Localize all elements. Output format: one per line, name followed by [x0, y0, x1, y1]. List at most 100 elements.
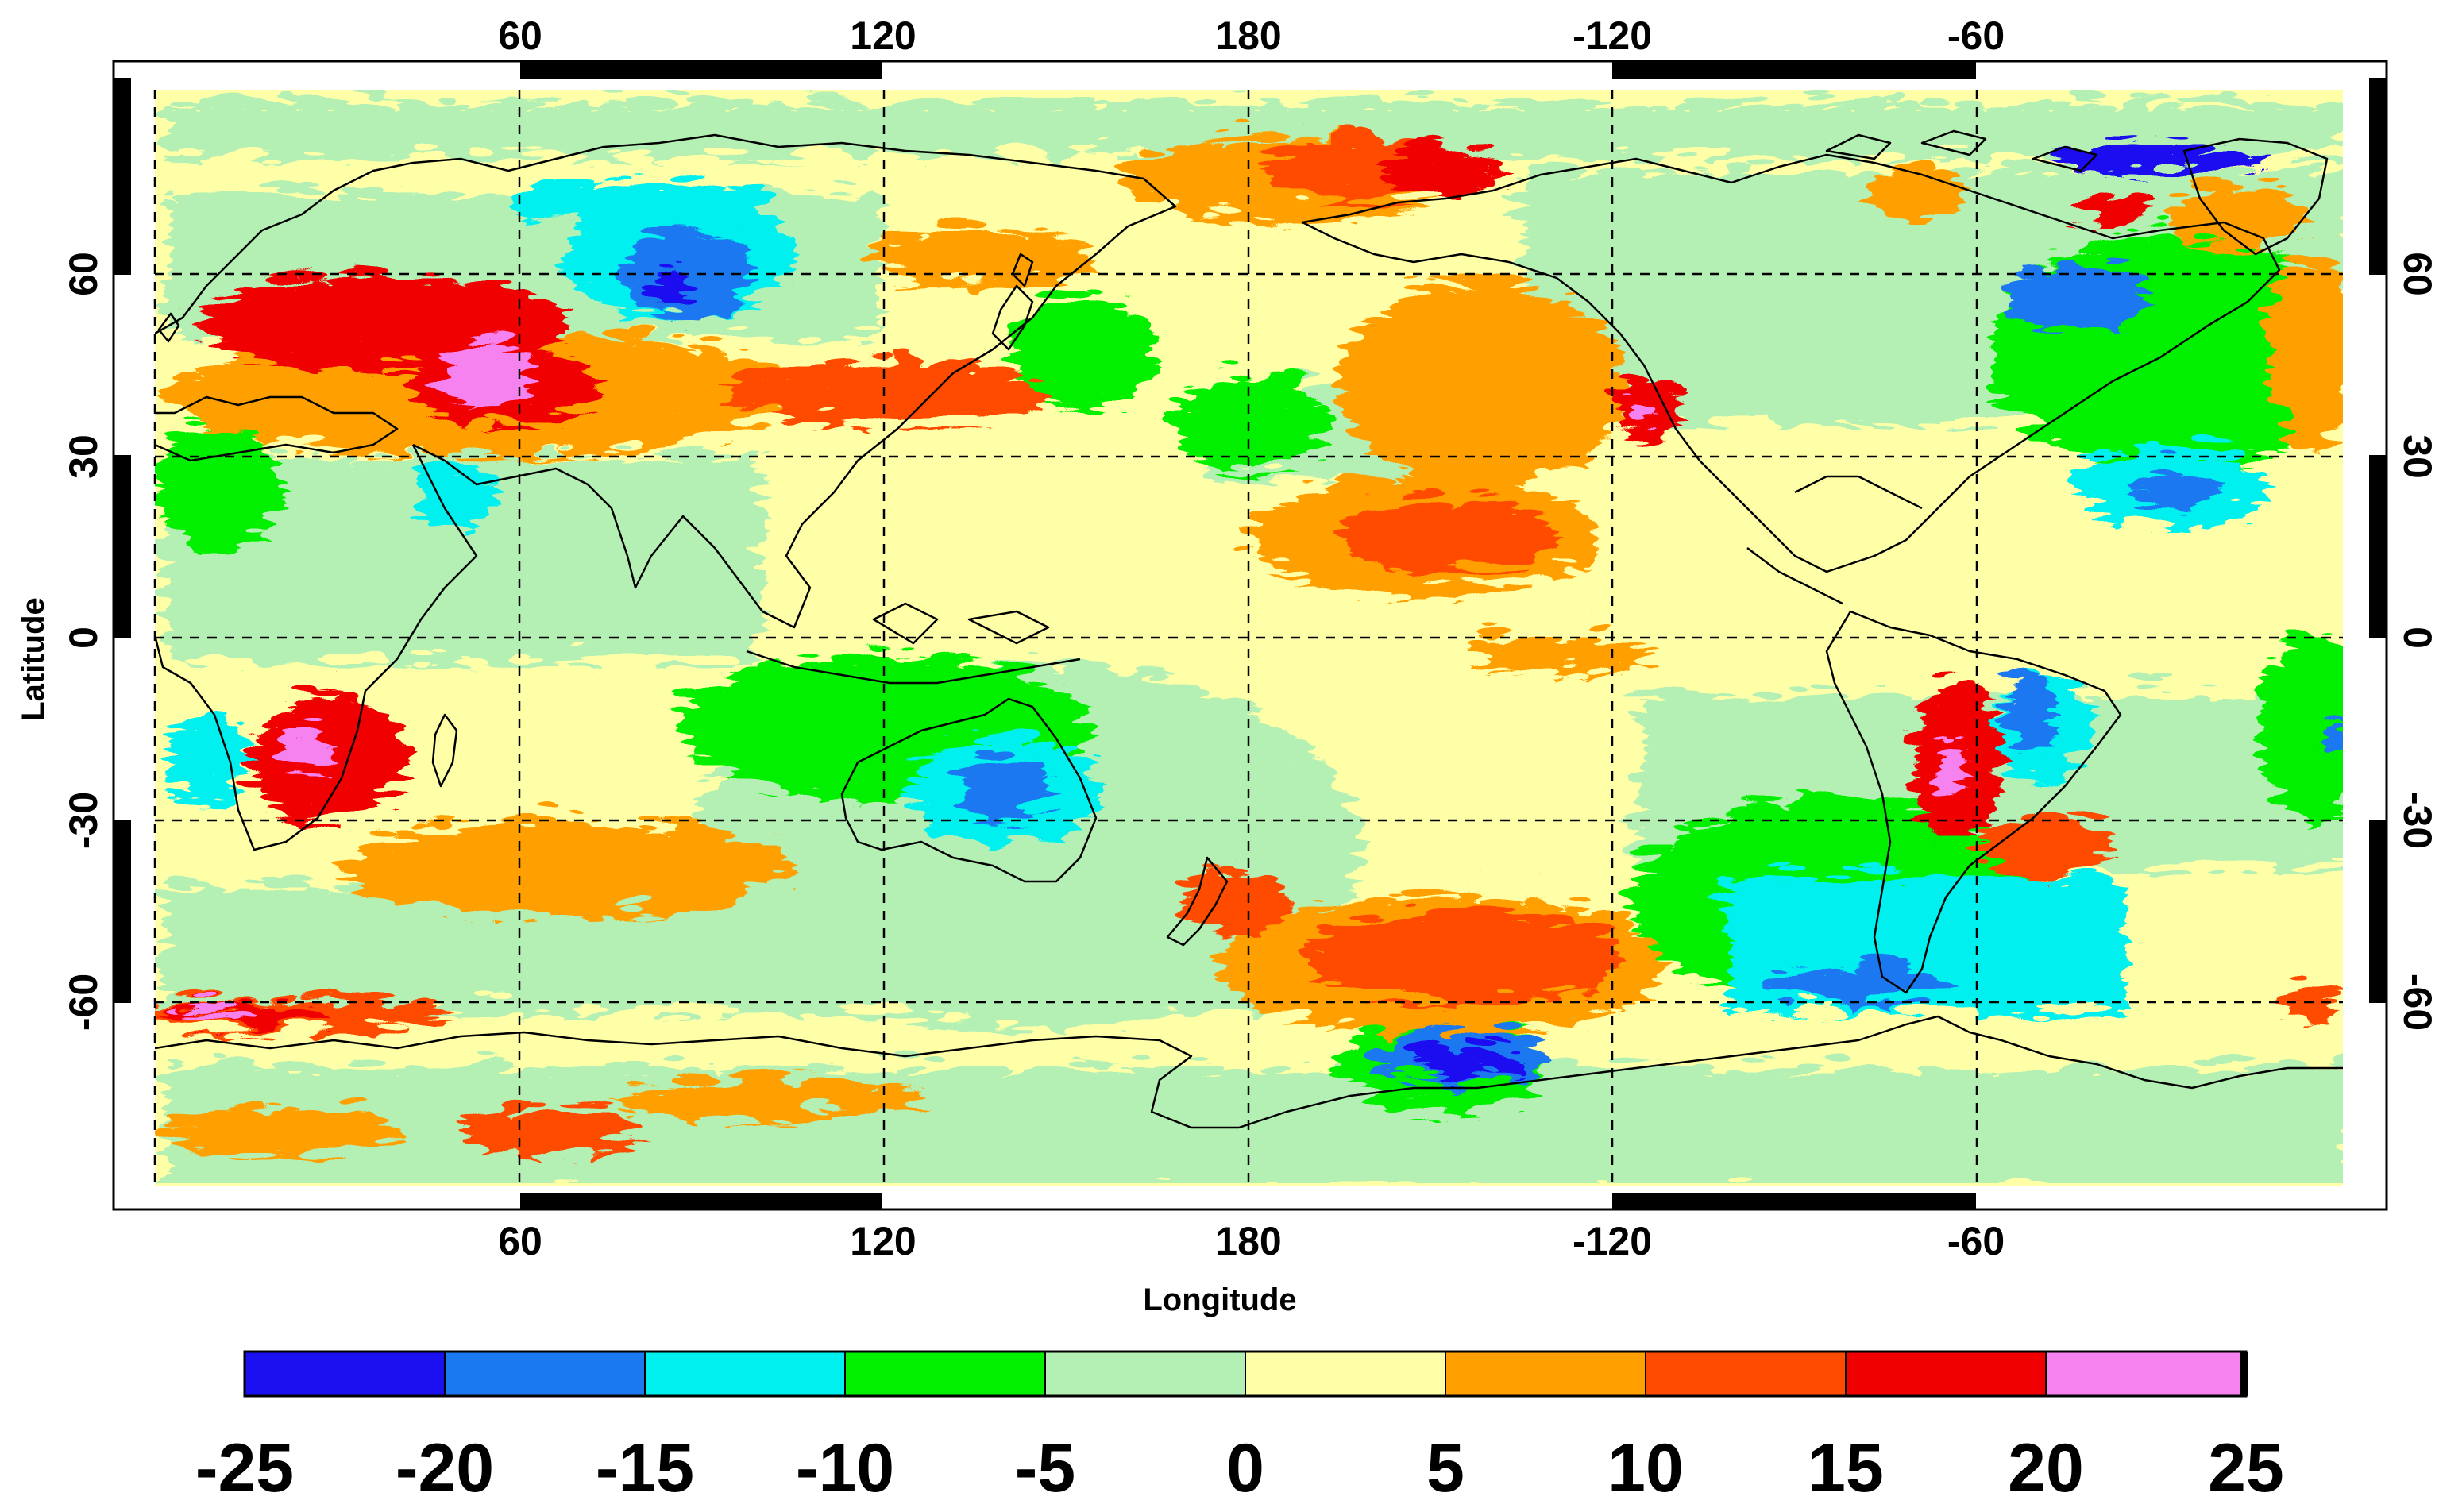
patch: [433, 326, 520, 397]
lon-label-top: -120: [1573, 14, 1652, 58]
coast-uk: [157, 312, 180, 343]
frame-tick-left-1: [114, 78, 131, 275]
coast-arctic-islands: [1825, 129, 2098, 172]
frame-tick-left-2: [114, 455, 131, 638]
colorbar-label: -5: [1015, 1430, 1075, 1506]
patch: [159, 699, 238, 794]
patch: [175, 995, 238, 1014]
coast-japan: [991, 253, 1034, 351]
colorbar-label: -15: [596, 1430, 694, 1506]
patch: [1993, 254, 2136, 318]
colorbar-end-cap: [2240, 1352, 2248, 1396]
lon-label-bottom: -60: [1947, 1219, 2005, 1263]
lat-label-left: 0: [61, 627, 106, 649]
coast-madagascar: [431, 713, 458, 788]
coast-europe-asia-north: [155, 133, 1177, 335]
lon-label-bottom: 120: [850, 1219, 916, 1263]
patch: [1398, 1035, 1509, 1070]
frame-tick-bottom-1: [520, 1193, 882, 1210]
patch: [715, 349, 1032, 413]
colorbar-label: 25: [2208, 1430, 2284, 1506]
patch: [155, 1096, 389, 1144]
frame-tick-left-3: [114, 820, 131, 1003]
patch: [445, 1096, 635, 1144]
coast-new-zealand: [1166, 856, 1229, 947]
patch: [1366, 135, 1493, 183]
patch: [238, 683, 397, 810]
patch: [2271, 977, 2335, 1009]
lat-label-right: 30: [2395, 434, 2439, 479]
patch: [2248, 619, 2343, 810]
patch: [1970, 802, 2097, 866]
colorbar-bin: [1646, 1352, 1846, 1396]
lat-labels-right: 60 30 0 -30 -60: [2395, 252, 2439, 1031]
lon-label-top: -60: [1947, 14, 2005, 58]
lat-labels-left: 60 30 0 -30 -60: [61, 252, 106, 1031]
frame-tick-right-1: [2369, 78, 2387, 275]
lon-label-top: 120: [850, 14, 916, 58]
colorbar-dividers: [444, 1352, 2047, 1396]
lat-label-right: 0: [2395, 627, 2439, 649]
patch: [492, 167, 619, 214]
patch: [2152, 175, 2295, 238]
lat-label-right: 60: [2395, 252, 2439, 296]
colorbar-bin: [845, 1352, 1045, 1396]
coast-greenland: [2182, 137, 2329, 256]
colorbar-label: 20: [2008, 1430, 2084, 1506]
frame-tick-bottom-2: [1612, 1193, 1976, 1210]
lon-label-bottom: -120: [1573, 1219, 1652, 1263]
colorbar-label: -10: [796, 1430, 894, 1506]
coast-mediterranean: [155, 395, 399, 462]
patch: [639, 254, 679, 294]
patch: [1326, 270, 1612, 476]
patch: [1453, 626, 1644, 661]
colorbar-labels: -25 -20 -15 -10 -5 0 5 10 15 20 25: [195, 1430, 2284, 1506]
frame-tick-right-3: [2369, 820, 2387, 1003]
patch: [2311, 703, 2343, 750]
coast-antarctica: [155, 1015, 2343, 1129]
lat-label-left: -60: [61, 974, 106, 1031]
frame-tick-top-1: [520, 61, 882, 79]
lat-label-right: -60: [2395, 974, 2439, 1031]
patch: [1326, 488, 1549, 560]
patch: [1160, 365, 1318, 461]
coast-south-america: [1825, 610, 2122, 994]
coast-gulf-mexico: [1746, 475, 1923, 605]
colorbar: [243, 1350, 2248, 1398]
coast-north-america: [1301, 153, 2281, 573]
frame-ticks: [114, 61, 2387, 1210]
colorbar-label: 10: [1607, 1430, 1684, 1506]
colorbar-bin: [245, 1352, 445, 1396]
patch: [596, 1068, 913, 1108]
lon-labels-top: 60 120 180 -120 -60: [498, 14, 2005, 58]
patch: [1858, 151, 1954, 214]
lon-label-top: 180: [1215, 14, 1281, 58]
lon-labels-bottom: 60 120 180 -120 -60: [498, 1219, 2005, 1263]
patch: [334, 810, 778, 905]
colorbar-label: 5: [1426, 1430, 1465, 1506]
coast-indonesia: [746, 602, 1081, 685]
patch: [155, 413, 270, 540]
x-axis-title: Longitude: [1143, 1282, 1296, 1317]
patch: [270, 715, 318, 762]
lon-label-bottom: 60: [498, 1219, 542, 1263]
patch: [2033, 133, 2256, 161]
colorbar-bin: [1245, 1352, 1445, 1396]
coast-arabia-africa: [155, 444, 478, 851]
lat-label-left: -30: [61, 792, 106, 849]
patch: [2256, 246, 2343, 437]
colorbar-label: 15: [1808, 1430, 1884, 1506]
colorbar-label: -20: [396, 1430, 494, 1506]
lat-label-right: -30: [2395, 792, 2439, 849]
y-axis-title: Latitude: [16, 597, 51, 721]
colorbar-bin: [645, 1352, 845, 1396]
patch: [1617, 390, 1639, 412]
colorbar-label: -25: [195, 1430, 294, 1506]
frame-tick-top-2: [1612, 61, 1976, 79]
graticule: [153, 90, 2343, 1186]
patch: [1993, 659, 2041, 739]
colorbar-bin: [1445, 1352, 1646, 1396]
colorbar-bin: [445, 1352, 645, 1396]
colorbar-bin: [1846, 1352, 2046, 1396]
